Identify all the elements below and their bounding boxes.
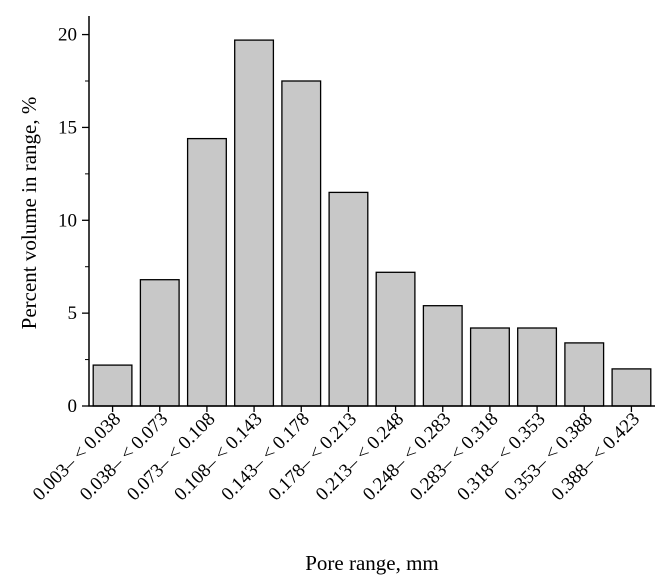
bar <box>186 137 227 407</box>
y-tick-label: 0 <box>68 396 78 417</box>
bars-group <box>92 39 652 407</box>
bar <box>328 191 369 407</box>
bar <box>281 80 322 407</box>
bar <box>611 368 652 407</box>
bar <box>422 305 463 407</box>
y-tick-label: 15 <box>58 117 77 138</box>
x-axis-title: Pore range, mm <box>305 551 439 575</box>
bar <box>92 364 133 407</box>
bar <box>564 342 605 407</box>
bar <box>234 39 275 407</box>
y-axis-title: Percent volume in range, % <box>17 97 41 330</box>
bar <box>139 279 180 407</box>
y-tick-label: 20 <box>58 25 77 46</box>
bar <box>469 327 510 407</box>
bar <box>517 327 558 407</box>
bar <box>375 271 416 407</box>
y-tick-label: 5 <box>68 303 78 324</box>
y-tick-label: 10 <box>58 210 77 231</box>
